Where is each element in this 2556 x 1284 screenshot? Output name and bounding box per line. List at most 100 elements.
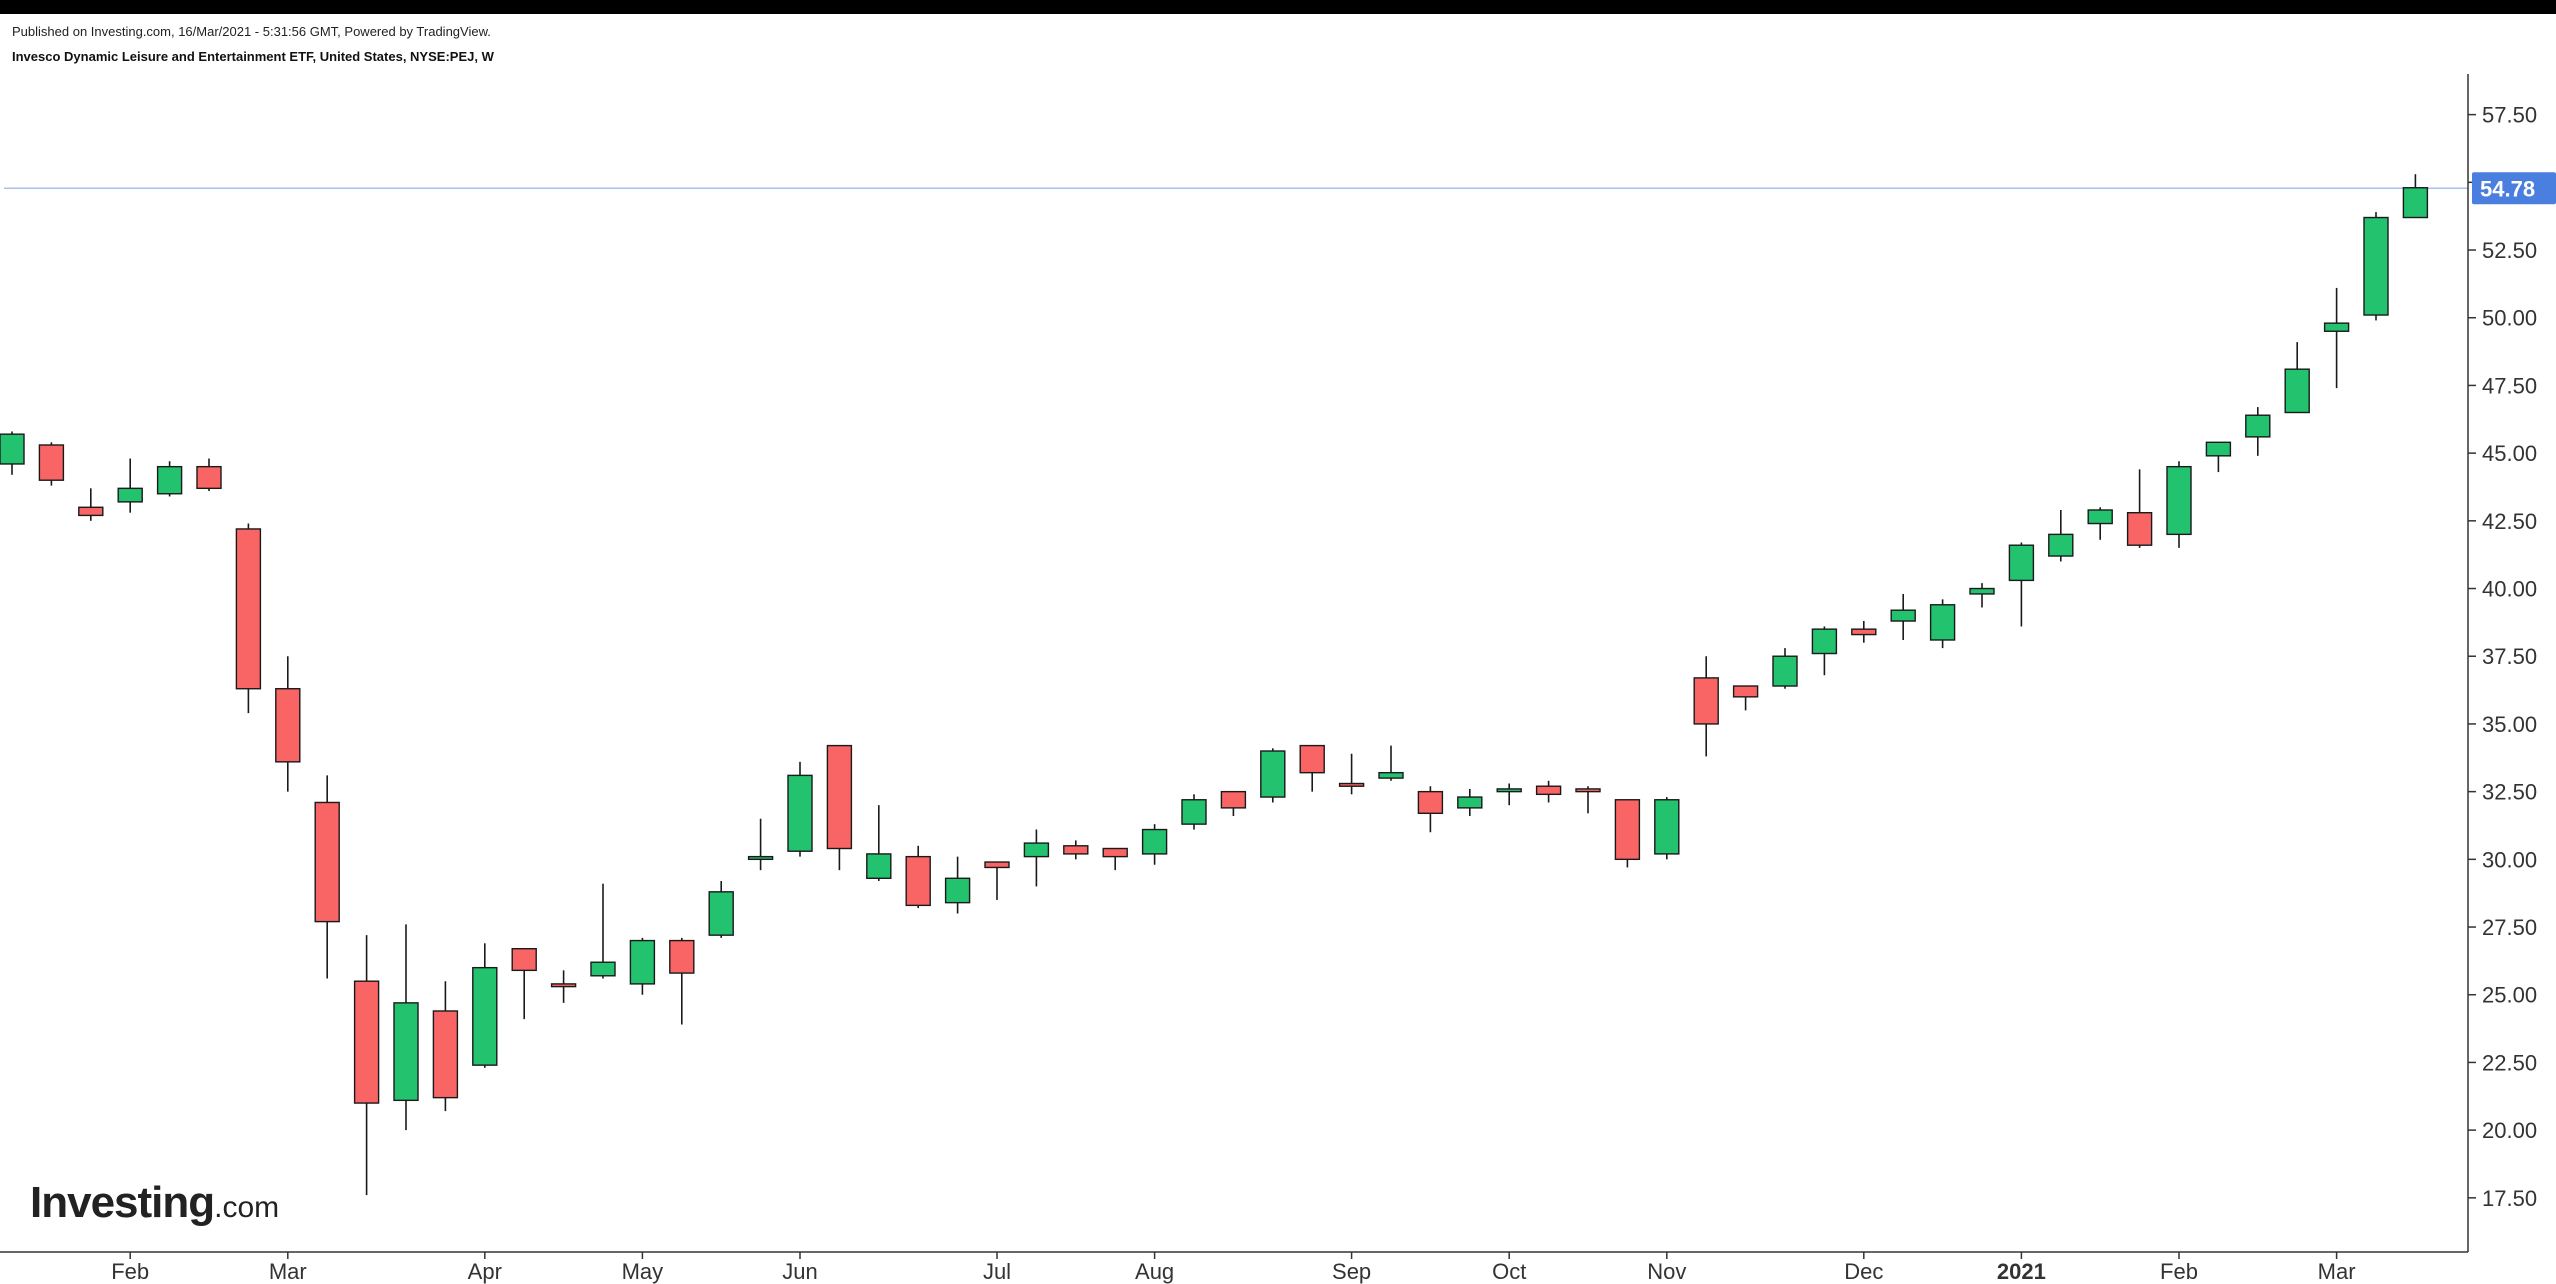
- y-tick-label: 25.00: [2482, 983, 2537, 1008]
- candle-body: [1063, 845, 1089, 855]
- y-tick-label: 42.50: [2482, 509, 2537, 534]
- candle-body: [590, 961, 616, 977]
- x-tick-label: Nov: [1647, 1259, 1686, 1284]
- candle-body: [2126, 512, 2153, 546]
- candle-body: [1811, 628, 1838, 655]
- x-tick-label: Jul: [983, 1259, 1011, 1284]
- candle-body: [2245, 414, 2271, 438]
- y-tick-label: 30.00: [2482, 847, 2537, 872]
- candle: [2087, 507, 2113, 540]
- candle-body: [1496, 788, 1522, 793]
- y-tick-label: 22.50: [2482, 1050, 2537, 1075]
- candle-body: [196, 465, 222, 490]
- last-price-label: 54.78: [2480, 176, 2535, 201]
- candle-body: [2048, 533, 2074, 557]
- candle-body: [1299, 744, 1325, 774]
- candle: [1338, 753, 1365, 795]
- y-tick-label: 32.50: [2482, 780, 2537, 805]
- logo-suffix: .com: [214, 1191, 280, 1224]
- candle-body: [669, 939, 695, 974]
- candle: [117, 458, 143, 513]
- published-note: Published on Investing.com, 16/Mar/2021 …: [12, 24, 491, 39]
- candle: [1654, 797, 1680, 860]
- candle-body: [0, 433, 25, 465]
- candle: [866, 805, 892, 881]
- candle-body: [1614, 799, 1641, 861]
- candle: [1732, 685, 1759, 711]
- candle-body: [1851, 628, 1877, 636]
- candle-body: [1102, 847, 1128, 858]
- x-tick-label: Apr: [468, 1259, 502, 1284]
- candle-body: [550, 983, 577, 988]
- candle-body: [1181, 799, 1207, 825]
- candle-body: [1141, 828, 1168, 855]
- candle-body: [1220, 790, 1247, 809]
- candle-body: [472, 966, 498, 1066]
- candle-body: [314, 801, 340, 923]
- candle: [0, 431, 25, 475]
- x-tick-label: Mar: [2318, 1259, 2356, 1284]
- y-tick-label: 50.00: [2482, 306, 2537, 331]
- candle-body: [275, 688, 301, 763]
- candle-body: [393, 1002, 419, 1102]
- candle: [590, 883, 616, 979]
- investing-logo: Investing.com: [30, 1178, 279, 1228]
- x-tick-label: Dec: [1844, 1259, 1883, 1284]
- x-tick-label: Oct: [1492, 1259, 1526, 1284]
- candle: [708, 880, 734, 938]
- candle: [275, 656, 301, 792]
- candle-body: [747, 855, 774, 861]
- candle: [2205, 441, 2232, 473]
- y-tick-label: 37.50: [2482, 644, 2537, 669]
- y-tick-label: 47.50: [2482, 373, 2537, 398]
- candle-body: [1929, 604, 1956, 641]
- x-tick-label: Aug: [1135, 1259, 1174, 1284]
- candle: [511, 947, 537, 1020]
- candle-body: [629, 939, 656, 985]
- candle: [353, 935, 380, 1196]
- x-tick-label: Mar: [269, 1259, 307, 1284]
- candle: [1181, 794, 1207, 830]
- candle-body: [235, 528, 262, 690]
- candle-body: [944, 877, 971, 904]
- y-tick-label: 40.00: [2482, 577, 2537, 602]
- candle-body: [2008, 544, 2035, 582]
- candle-body: [1654, 799, 1680, 855]
- candle: [1023, 829, 1050, 887]
- candle: [2008, 542, 2035, 627]
- candle: [1378, 745, 1404, 781]
- candle: [78, 488, 104, 521]
- candle-body: [2205, 441, 2232, 457]
- y-tick-label: 52.50: [2482, 238, 2537, 263]
- candle: [1535, 780, 1562, 803]
- candle: [747, 818, 774, 871]
- candle-body: [1772, 655, 1798, 687]
- candle: [2323, 287, 2350, 389]
- candle: [905, 845, 931, 909]
- candle: [2126, 469, 2153, 548]
- candle-body: [432, 1010, 459, 1099]
- candle-body: [1260, 750, 1286, 798]
- candle-body: [2087, 509, 2113, 525]
- candle: [1693, 656, 1719, 757]
- x-tick-label: 2021: [1997, 1259, 2046, 1284]
- candle: [472, 943, 498, 1068]
- last-price-badge: 54.78: [2472, 172, 2556, 205]
- candle-body: [78, 506, 104, 517]
- y-tick-label: 20.00: [2482, 1118, 2537, 1143]
- candle: [196, 458, 222, 492]
- candle: [1969, 583, 1995, 608]
- candle: [1102, 847, 1128, 871]
- candle-body: [2166, 465, 2192, 536]
- candle-body: [1378, 771, 1404, 779]
- candle-body: [1890, 609, 1916, 622]
- candle: [1220, 790, 1247, 817]
- candle-body: [1575, 788, 1601, 793]
- candle-body: [1969, 587, 1995, 595]
- x-tick-label: Feb: [111, 1259, 149, 1284]
- candle: [1575, 786, 1601, 814]
- top-bar: [0, 0, 2556, 14]
- candle-body: [1535, 785, 1562, 796]
- x-tick-label: Jun: [782, 1259, 817, 1284]
